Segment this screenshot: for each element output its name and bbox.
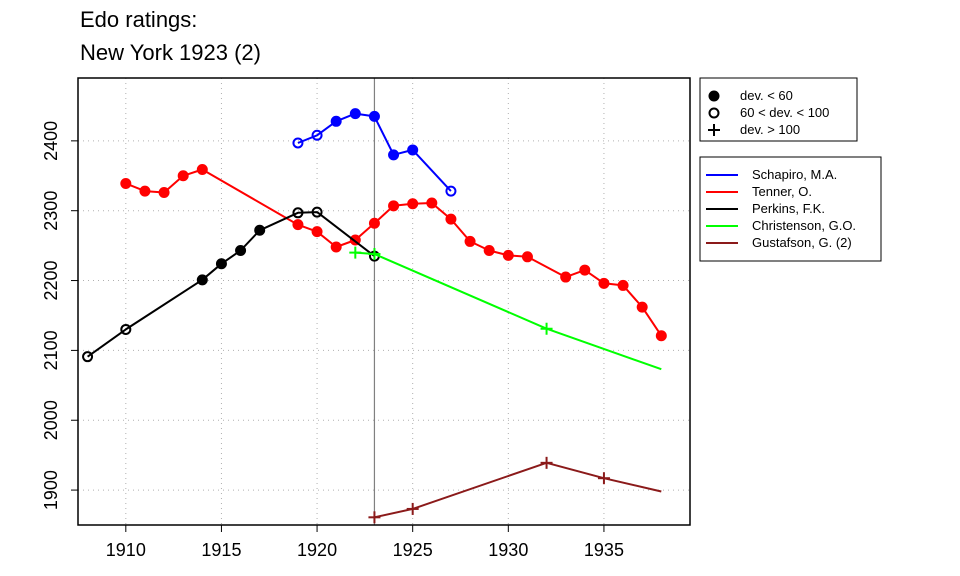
series-line <box>87 211 376 358</box>
y-tick-label: 2400 <box>41 121 61 161</box>
data-point-filled <box>196 163 208 175</box>
data-point-filled <box>215 258 227 270</box>
data-point-open <box>292 207 304 219</box>
data-point-open <box>445 185 457 197</box>
series-legend-label: Christenson, G.O. <box>752 218 856 233</box>
marker-legend-label: 60 < dev. < 100 <box>740 105 829 120</box>
data-point-filled <box>598 277 610 289</box>
data-point-filled <box>445 213 457 225</box>
data-point-filled <box>579 264 591 276</box>
x-tick-label: 1925 <box>393 540 433 560</box>
data-point-open <box>292 137 304 149</box>
x-tick-label: 1930 <box>488 540 528 560</box>
data-point-plus <box>406 502 419 515</box>
data-point-filled <box>655 330 667 342</box>
axes: 1910 1915 1920 1925 1930 1935 1900 2000 2100 2200… <box>41 77 691 560</box>
marker-legend-box <box>699 77 858 142</box>
data-point-filled <box>368 217 380 229</box>
series-perkins-f-k <box>82 206 380 363</box>
data-point-plus <box>368 248 381 261</box>
data-point-filled <box>464 235 476 247</box>
chart-title-line-2: New York 1923 (2) <box>80 40 261 65</box>
data-point-filled <box>708 90 720 102</box>
data-point-open <box>708 107 720 119</box>
series-line <box>125 168 663 337</box>
data-point-filled <box>521 251 533 263</box>
data-point-filled <box>139 185 151 197</box>
y-tick-label: 2200 <box>41 260 61 300</box>
y-tick-label: 1900 <box>41 470 61 510</box>
data-point-filled <box>158 187 170 199</box>
grid-lines <box>78 78 690 525</box>
data-point-filled <box>292 219 304 231</box>
data-point-plus <box>540 456 553 469</box>
y-tick-label: 2000 <box>41 400 61 440</box>
data-point-filled <box>330 115 342 127</box>
data-point-filled <box>235 245 247 257</box>
series-legend-label: Tenner, O. <box>752 184 812 199</box>
series-christenson-g-o <box>349 246 662 371</box>
data-point-plus <box>349 246 362 259</box>
data-point-filled <box>407 144 419 156</box>
data-point-plus <box>708 124 720 136</box>
data-point-filled <box>636 301 648 313</box>
series-legend-label: Gustafson, G. (2) <box>752 235 852 250</box>
data-point-plus <box>540 322 553 335</box>
data-point-filled <box>196 274 208 286</box>
series-legend-label: Schapiro, M.A. <box>752 167 837 182</box>
marker-legend-label: dev. < 60 <box>740 88 793 103</box>
data-point-filled <box>388 200 400 212</box>
data-point-plus <box>597 472 610 485</box>
x-tick-label: 1920 <box>297 540 337 560</box>
series-legend-label: Perkins, F.K. <box>752 201 825 216</box>
series-line <box>355 251 662 371</box>
data-point-filled <box>483 245 495 257</box>
y-tick-label: 2100 <box>41 330 61 370</box>
series-lines <box>82 108 667 524</box>
data-point-filled <box>177 170 189 182</box>
chart-title-line-1: Edo ratings: <box>80 7 198 32</box>
data-point-open <box>311 206 323 218</box>
data-point-filled <box>368 110 380 122</box>
data-point-open <box>120 323 132 335</box>
legends: dev. < 60 60 < dev. < 100 dev. > 100 Schapi… <box>699 77 882 262</box>
marker-legend-label: dev. > 100 <box>740 122 800 137</box>
y-tick-label: 2300 <box>41 191 61 231</box>
series-tenner-o <box>120 163 667 342</box>
x-tick-label: 1935 <box>584 540 624 560</box>
data-point-filled <box>426 197 438 209</box>
marker-legend: dev. < 60 60 < dev. < 100 dev. > 100 <box>699 77 858 142</box>
plot-frame <box>77 77 691 526</box>
data-point-filled <box>254 224 266 236</box>
data-point-filled <box>560 271 572 283</box>
x-tick-label: 1915 <box>201 540 241 560</box>
data-point-open <box>82 351 94 363</box>
data-point-filled <box>388 149 400 161</box>
data-point-open <box>311 129 323 141</box>
data-point-filled <box>349 108 361 120</box>
series-legend: Schapiro, M.A. Tenner, O. Perkins, F.K. Chr… <box>699 156 882 262</box>
data-point-filled <box>120 177 132 189</box>
data-point-filled <box>502 249 514 261</box>
data-point-filled <box>311 226 323 238</box>
x-tick-label: 1910 <box>106 540 146 560</box>
series-schapiro-m-a <box>292 108 457 197</box>
data-point-plus <box>368 511 381 524</box>
data-point-filled <box>617 279 629 291</box>
data-point-filled <box>407 198 419 210</box>
data-point-filled <box>330 241 342 253</box>
series-gustafson-g-2 <box>368 456 662 524</box>
